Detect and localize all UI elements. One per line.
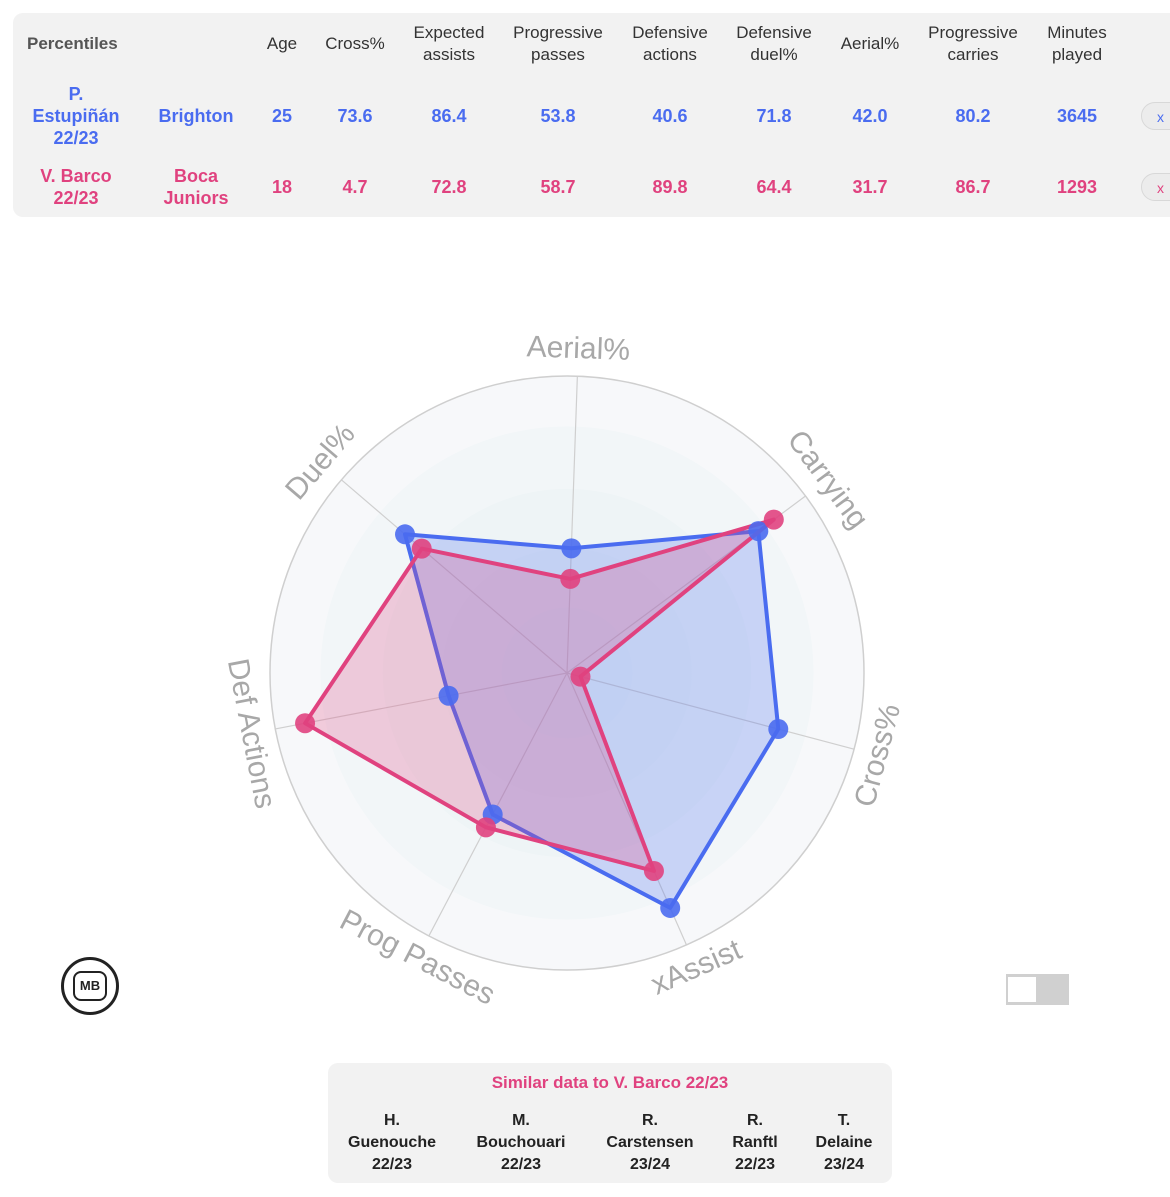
- radar-spoke: [428, 672, 568, 937]
- table-cell: 1293: [1056, 177, 1098, 197]
- mb-logo: MB: [61, 957, 119, 1015]
- table-cell: 25: [271, 106, 293, 126]
- table-cell: 86.4: [431, 106, 467, 126]
- similar-player-initial: H.: [383, 1112, 400, 1129]
- data-point: [748, 521, 769, 542]
- similar-player[interactable]: R. Carstensen 23/24: [606, 1110, 693, 1176]
- similar-player-surname: Ranftl: [732, 1134, 778, 1151]
- similar-player-season: 23/24: [823, 1156, 865, 1173]
- table-cell: 86.7: [955, 177, 991, 197]
- similar-player-initial: R.: [746, 1112, 763, 1129]
- similar-player[interactable]: H. Guenouche 22/23: [348, 1110, 436, 1176]
- similar-player-surname: Guenouche: [347, 1134, 437, 1151]
- team-name: Brighton: [158, 106, 234, 126]
- remove-player-button[interactable]: x: [1141, 173, 1170, 201]
- remove-player-button[interactable]: x: [1141, 102, 1170, 130]
- column-header: Age: [266, 34, 298, 53]
- similar-player-surname: Bouchouari: [476, 1134, 566, 1151]
- column-header: Aerial%: [840, 34, 900, 53]
- table-cell: 64.4: [756, 177, 792, 197]
- data-point: [438, 685, 459, 706]
- axis-label: Aerial%: [526, 330, 630, 367]
- table-cell: 71.8: [756, 106, 792, 126]
- data-point: [570, 666, 591, 687]
- column-header: Defensive duel%: [736, 23, 812, 64]
- radar-spoke: [566, 672, 855, 750]
- similar-player-initial: M.: [512, 1112, 530, 1129]
- table-cell: 58.7: [540, 177, 576, 197]
- data-point: [560, 568, 581, 589]
- similar-player-season: 23/24: [629, 1156, 671, 1173]
- data-point: [295, 713, 316, 734]
- table-cell: 4.7: [342, 177, 368, 197]
- column-header: Cross%: [325, 34, 385, 53]
- radar-spoke: [341, 479, 568, 674]
- data-point: [660, 897, 681, 918]
- table-cell: 42.0: [852, 106, 888, 126]
- similar-players-panel: Similar data to V. Barco 22/23 H. Guenouc…: [328, 1063, 892, 1183]
- table-cell: 89.8: [652, 177, 688, 197]
- data-point: [411, 538, 432, 559]
- series-area: [303, 517, 776, 873]
- data-point: [395, 524, 416, 545]
- similar-player[interactable]: R. Ranftl 22/23: [732, 1110, 777, 1176]
- similar-player-season: 22/23: [500, 1156, 542, 1173]
- data-point: [643, 860, 664, 881]
- table-cell: 80.2: [955, 106, 991, 126]
- radar-spoke: [275, 672, 568, 730]
- table-cell: 18: [271, 177, 293, 197]
- table-cell: 53.8: [540, 106, 576, 126]
- toggle-knob[interactable]: [1008, 977, 1036, 1002]
- data-point: [763, 509, 784, 530]
- radar-spoke: [566, 376, 578, 674]
- player-name: P. Estupiñán 22/23: [32, 84, 120, 148]
- table-cell: 31.7: [852, 177, 888, 197]
- similar-player[interactable]: T. Delaine 23/24: [816, 1110, 873, 1176]
- similar-player-surname: Carstensen: [606, 1134, 694, 1151]
- table-cell: 3645: [1056, 106, 1098, 126]
- column-header: Defensive actions: [632, 23, 708, 64]
- table-cell: 73.6: [337, 106, 373, 126]
- data-point: [768, 719, 789, 740]
- similar-title: Similar data to V. Barco 22/23: [491, 1073, 729, 1092]
- column-header: Minutes played: [1047, 23, 1107, 64]
- column-header: Progressive carries: [928, 23, 1018, 64]
- data-point: [475, 817, 496, 838]
- similar-player-season: 22/23: [734, 1156, 776, 1173]
- similar-player-season: 22/23: [371, 1156, 413, 1173]
- table-cell: 40.6: [652, 106, 688, 126]
- table-header-percentiles: Percentiles: [27, 34, 118, 53]
- data-point: [561, 538, 582, 559]
- similar-player-surname: Delaine: [815, 1134, 873, 1151]
- similar-player-initial: T.: [837, 1112, 851, 1129]
- percentiles-table: [13, 13, 1170, 217]
- view-toggle[interactable]: [1006, 974, 1069, 1005]
- similar-player-initial: R.: [642, 1112, 658, 1129]
- table-cell: 72.8: [431, 177, 467, 197]
- column-header: Progressive passes: [513, 23, 603, 64]
- player-name: V. Barco 22/23: [40, 166, 112, 208]
- similar-player[interactable]: M. Bouchouari 22/23: [477, 1110, 566, 1176]
- logo-text: MB: [73, 971, 107, 1001]
- team-name: Boca Juniors: [163, 166, 229, 208]
- column-header: Expected assists: [413, 23, 485, 64]
